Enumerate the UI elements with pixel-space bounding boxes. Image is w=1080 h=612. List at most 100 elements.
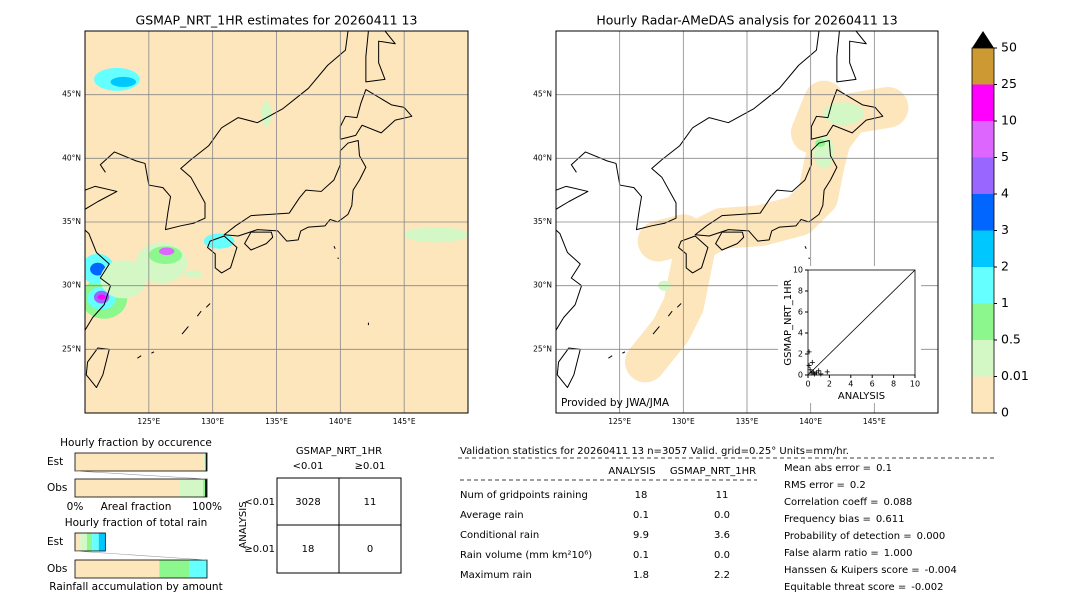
map-title: GSMAP_NRT_1HR estimates for 20260411 13 bbox=[136, 13, 418, 28]
x-tick-label: 6 bbox=[870, 380, 875, 389]
x-tick-label: 130°E bbox=[201, 417, 224, 426]
stat-value: 2.2 bbox=[714, 570, 730, 581]
y-tick-label: 25°N bbox=[62, 344, 81, 353]
chart-title: Hourly fraction by occurence bbox=[60, 437, 212, 449]
colorbar-label: 0 bbox=[1001, 405, 1009, 420]
colorbar-label: 10 bbox=[1001, 113, 1017, 128]
score-value: 0.088 bbox=[884, 497, 913, 508]
score: Probability of detection = 0.000 bbox=[784, 531, 945, 542]
scatter-point bbox=[806, 349, 812, 355]
colorbar-segment bbox=[972, 121, 994, 158]
scatter-point bbox=[811, 371, 817, 377]
table-cell: 0 bbox=[367, 544, 373, 555]
x-tick-label: 125°E bbox=[608, 417, 631, 426]
y-tick-label: 35°N bbox=[533, 217, 552, 226]
y-tick-label: 8 bbox=[798, 287, 803, 296]
scatter-point bbox=[818, 371, 824, 377]
x-tick-label: 135°E bbox=[736, 417, 759, 426]
y-tick-label: 30°N bbox=[533, 281, 552, 290]
colorbar-segment bbox=[972, 157, 994, 194]
colorbar-label: 4 bbox=[1001, 186, 1009, 201]
bar-segment bbox=[189, 560, 207, 578]
column-label: ≥0.01 bbox=[355, 461, 386, 472]
row-label: Obs bbox=[47, 482, 67, 494]
score-value: 1.000 bbox=[884, 548, 913, 559]
score-value: 0.611 bbox=[876, 514, 905, 525]
bar-outline bbox=[74, 559, 208, 579]
bar-segment bbox=[80, 533, 87, 551]
stat-label: Average rain bbox=[460, 510, 524, 521]
colorbar-label: 0.01 bbox=[1001, 368, 1029, 383]
colorbar-segment bbox=[972, 340, 994, 377]
stat-value: 3.6 bbox=[714, 530, 730, 541]
x-tick-label: 8 bbox=[891, 380, 896, 389]
colorbar-segment bbox=[972, 303, 994, 340]
table-cell: 18 bbox=[302, 544, 315, 555]
y-tick-label: 2 bbox=[798, 350, 803, 359]
score-label: Correlation coeff = bbox=[784, 497, 879, 508]
scatter-frame bbox=[807, 269, 916, 376]
column-label: GSMAP_NRT_1HR bbox=[670, 466, 756, 477]
scatter-point bbox=[809, 359, 815, 365]
x-tick-label: 135°E bbox=[265, 417, 288, 426]
stat-label: Conditional rain bbox=[460, 530, 539, 541]
chart-title: Hourly fraction of total rain bbox=[65, 517, 208, 529]
map-title: Hourly Radar-AMeDAS analysis for 2026041… bbox=[596, 13, 897, 28]
bar-segment bbox=[205, 479, 207, 497]
column-label: <0.01 bbox=[293, 461, 324, 472]
x-tick-label: 140°E bbox=[329, 417, 352, 426]
row-label: Est bbox=[47, 536, 63, 548]
bar-outline bbox=[74, 478, 208, 498]
x-tick-label: 0% bbox=[67, 501, 84, 513]
row-axis-label: ANALYSIS bbox=[238, 501, 249, 548]
scatter-point bbox=[816, 368, 822, 374]
colorbar-segment bbox=[972, 230, 994, 267]
bar-segment bbox=[98, 533, 106, 551]
table-title: GSMAP_NRT_1HR bbox=[296, 446, 382, 457]
stat-value: 1.8 bbox=[633, 570, 649, 581]
y-tick-label: 10 bbox=[793, 266, 803, 275]
score: Correlation coeff = 0.088 bbox=[784, 497, 912, 508]
bar-segment bbox=[203, 453, 206, 471]
score-label: Mean abs error = bbox=[784, 463, 871, 474]
scatter-point bbox=[807, 367, 813, 373]
score-label: RMS error = bbox=[784, 480, 845, 491]
y-tick-label: 45°N bbox=[533, 90, 552, 99]
y-tick-label: 30°N bbox=[62, 281, 81, 290]
colorbar-label: 25 bbox=[1001, 76, 1017, 91]
score: Frequency bias = 0.611 bbox=[784, 514, 905, 525]
x-tick-label: 100% bbox=[192, 501, 222, 513]
stat-value: 18 bbox=[635, 490, 648, 501]
colorbar-label: 2 bbox=[1001, 259, 1009, 274]
colorbar-segment bbox=[972, 48, 994, 85]
score-label: Equitable threat score = bbox=[784, 582, 906, 593]
colorbar-segment bbox=[972, 84, 994, 121]
map-frame bbox=[555, 30, 939, 414]
y-axis-label: GSMAP_NRT_1HR bbox=[783, 279, 794, 365]
x-axis-label: Rainfall accumulation by amount bbox=[49, 581, 222, 593]
y-tick-label: 6 bbox=[798, 308, 803, 317]
bar-segment bbox=[75, 479, 180, 497]
x-tick-label: 10 bbox=[910, 380, 920, 389]
column-label: ANALYSIS bbox=[608, 466, 655, 477]
stat-value: 0.0 bbox=[714, 510, 730, 521]
colorbar-label: 3 bbox=[1001, 222, 1009, 237]
score-value: 0.1 bbox=[876, 463, 892, 474]
bar-segment bbox=[75, 453, 204, 471]
score-value: -0.004 bbox=[925, 565, 957, 576]
scatter-point bbox=[810, 369, 816, 375]
row-label: <0.01 bbox=[244, 497, 275, 508]
bar-segment bbox=[179, 479, 204, 497]
score-value: -0.002 bbox=[911, 582, 943, 593]
x-tick-label: 145°E bbox=[863, 417, 886, 426]
table-cell: 3028 bbox=[295, 497, 320, 508]
x-tick-label: 0 bbox=[805, 380, 810, 389]
score-label: Hanssen & Kuipers score = bbox=[784, 565, 920, 576]
score-value: 0.000 bbox=[917, 531, 946, 542]
colorbar-label: 50 bbox=[1001, 40, 1017, 55]
score-label: False alarm ratio = bbox=[784, 548, 879, 559]
y-tick-label: 40°N bbox=[62, 153, 81, 162]
colorbar-label: 1 bbox=[1001, 295, 1009, 310]
bar-segment bbox=[75, 560, 160, 578]
